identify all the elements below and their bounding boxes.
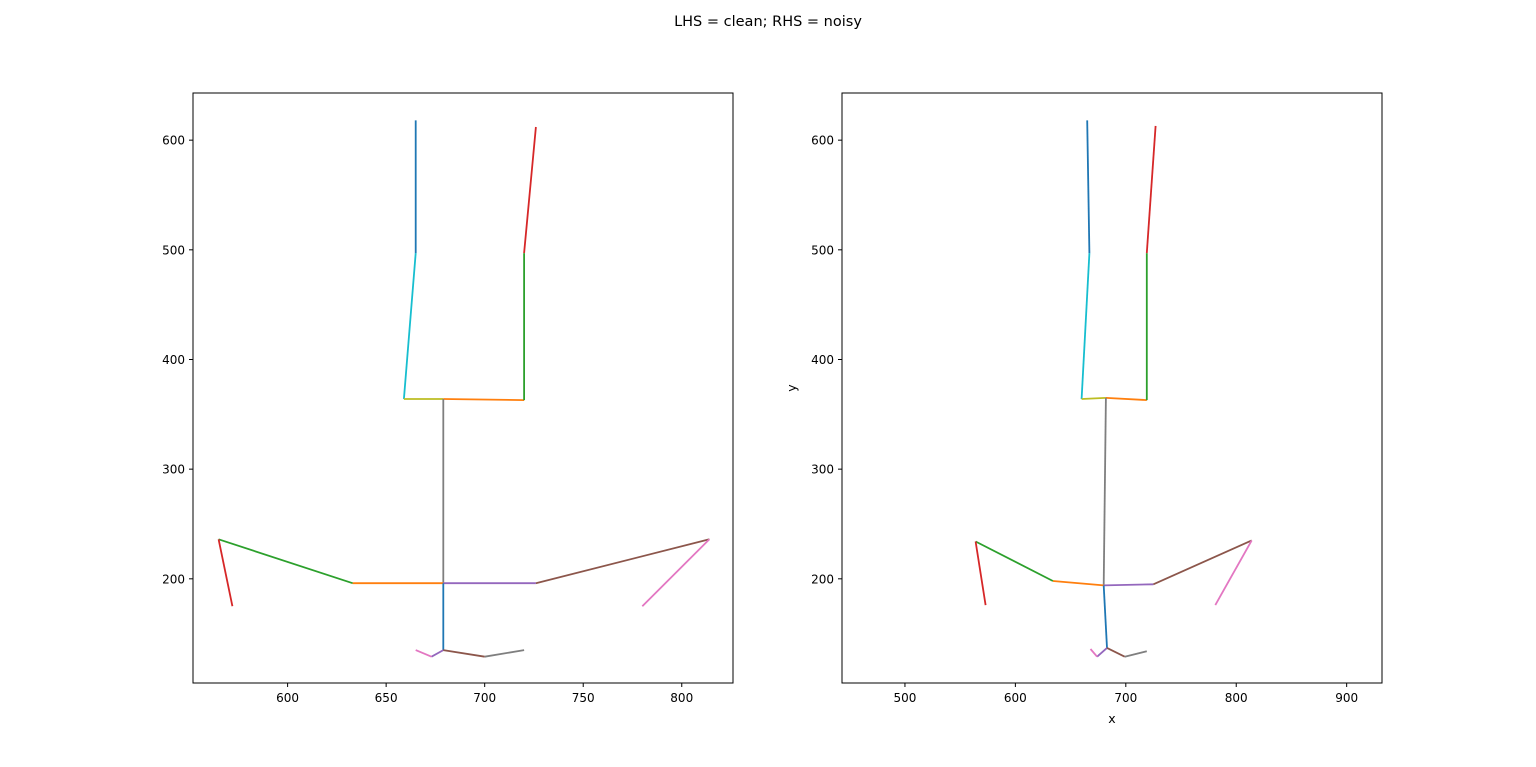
right-x-axis-label: x [1108, 711, 1115, 726]
right-x-tick-label: 500 [893, 691, 916, 705]
left-plot-panel: 600 650 700 750 800 200 300 400 500 600 [162, 92, 734, 705]
right-segment-5 [1145, 125, 1157, 254]
figure-title: LHS = clean; RHS = noisy [674, 14, 862, 30]
left-segment-15 [415, 649, 432, 658]
right-segment-17 [1124, 650, 1148, 658]
left-y-tick-label: 600 [162, 134, 185, 148]
left-segment-5 [523, 126, 537, 254]
right-segment-8 [975, 540, 1054, 582]
right-segment-2 [1081, 397, 1106, 400]
right-segment-13 [1102, 585, 1108, 648]
right-y-tick-label: 500 [811, 243, 834, 257]
left-x-tick-label: 800 [670, 691, 693, 705]
right-axes-frame [841, 92, 1383, 684]
right-x-tick-label: 700 [1114, 691, 1137, 705]
left-axes-frame [192, 92, 734, 684]
left-segment-14 [431, 649, 444, 658]
right-plot-panel: 500 600 700 800 900 200 300 400 500 600 x y [784, 92, 1383, 726]
left-y-tick-label: 500 [162, 243, 185, 257]
left-y-tick-label: 300 [162, 463, 185, 477]
left-segment-17 [484, 649, 525, 658]
right-segment-14 [1096, 647, 1108, 658]
right-y-tick-label: 300 [811, 463, 834, 477]
right-segment-10 [1103, 583, 1154, 587]
right-segment-12 [1214, 539, 1253, 606]
left-segment-9 [217, 539, 234, 607]
right-segment-1 [1080, 253, 1091, 400]
left-segment-12 [641, 538, 711, 607]
right-y-tick-label: 600 [811, 134, 834, 148]
right-segment-6 [1102, 397, 1107, 586]
left-skeleton [217, 120, 711, 658]
right-segment-11 [1153, 539, 1253, 586]
right-segment-15 [1089, 648, 1098, 658]
left-segment-1 [403, 253, 417, 400]
right-y-tick-label: 400 [811, 353, 834, 367]
right-segment-16 [1106, 647, 1126, 658]
right-x-tick-label: 800 [1225, 691, 1248, 705]
right-skeleton [974, 120, 1253, 658]
left-segment-16 [443, 649, 485, 658]
left-x-tick-label: 650 [375, 691, 398, 705]
left-segment-3 [443, 398, 525, 401]
left-x-tick-label: 750 [572, 691, 595, 705]
left-y-tick-label: 200 [162, 572, 185, 586]
right-y-tick-label: 200 [811, 572, 834, 586]
right-y-axis-label: y [784, 384, 799, 392]
right-segment-9 [974, 541, 987, 606]
right-x-tick-label: 900 [1335, 691, 1358, 705]
right-segment-7 [1052, 580, 1104, 587]
left-segment-8 [218, 538, 353, 585]
right-segment-3 [1105, 397, 1147, 401]
right-segment-0 [1086, 120, 1091, 254]
left-x-tick-label: 600 [276, 691, 299, 705]
left-segment-11 [535, 538, 710, 585]
left-x-tick-label: 700 [473, 691, 496, 705]
left-y-tick-label: 400 [162, 353, 185, 367]
right-x-tick-label: 600 [1004, 691, 1027, 705]
